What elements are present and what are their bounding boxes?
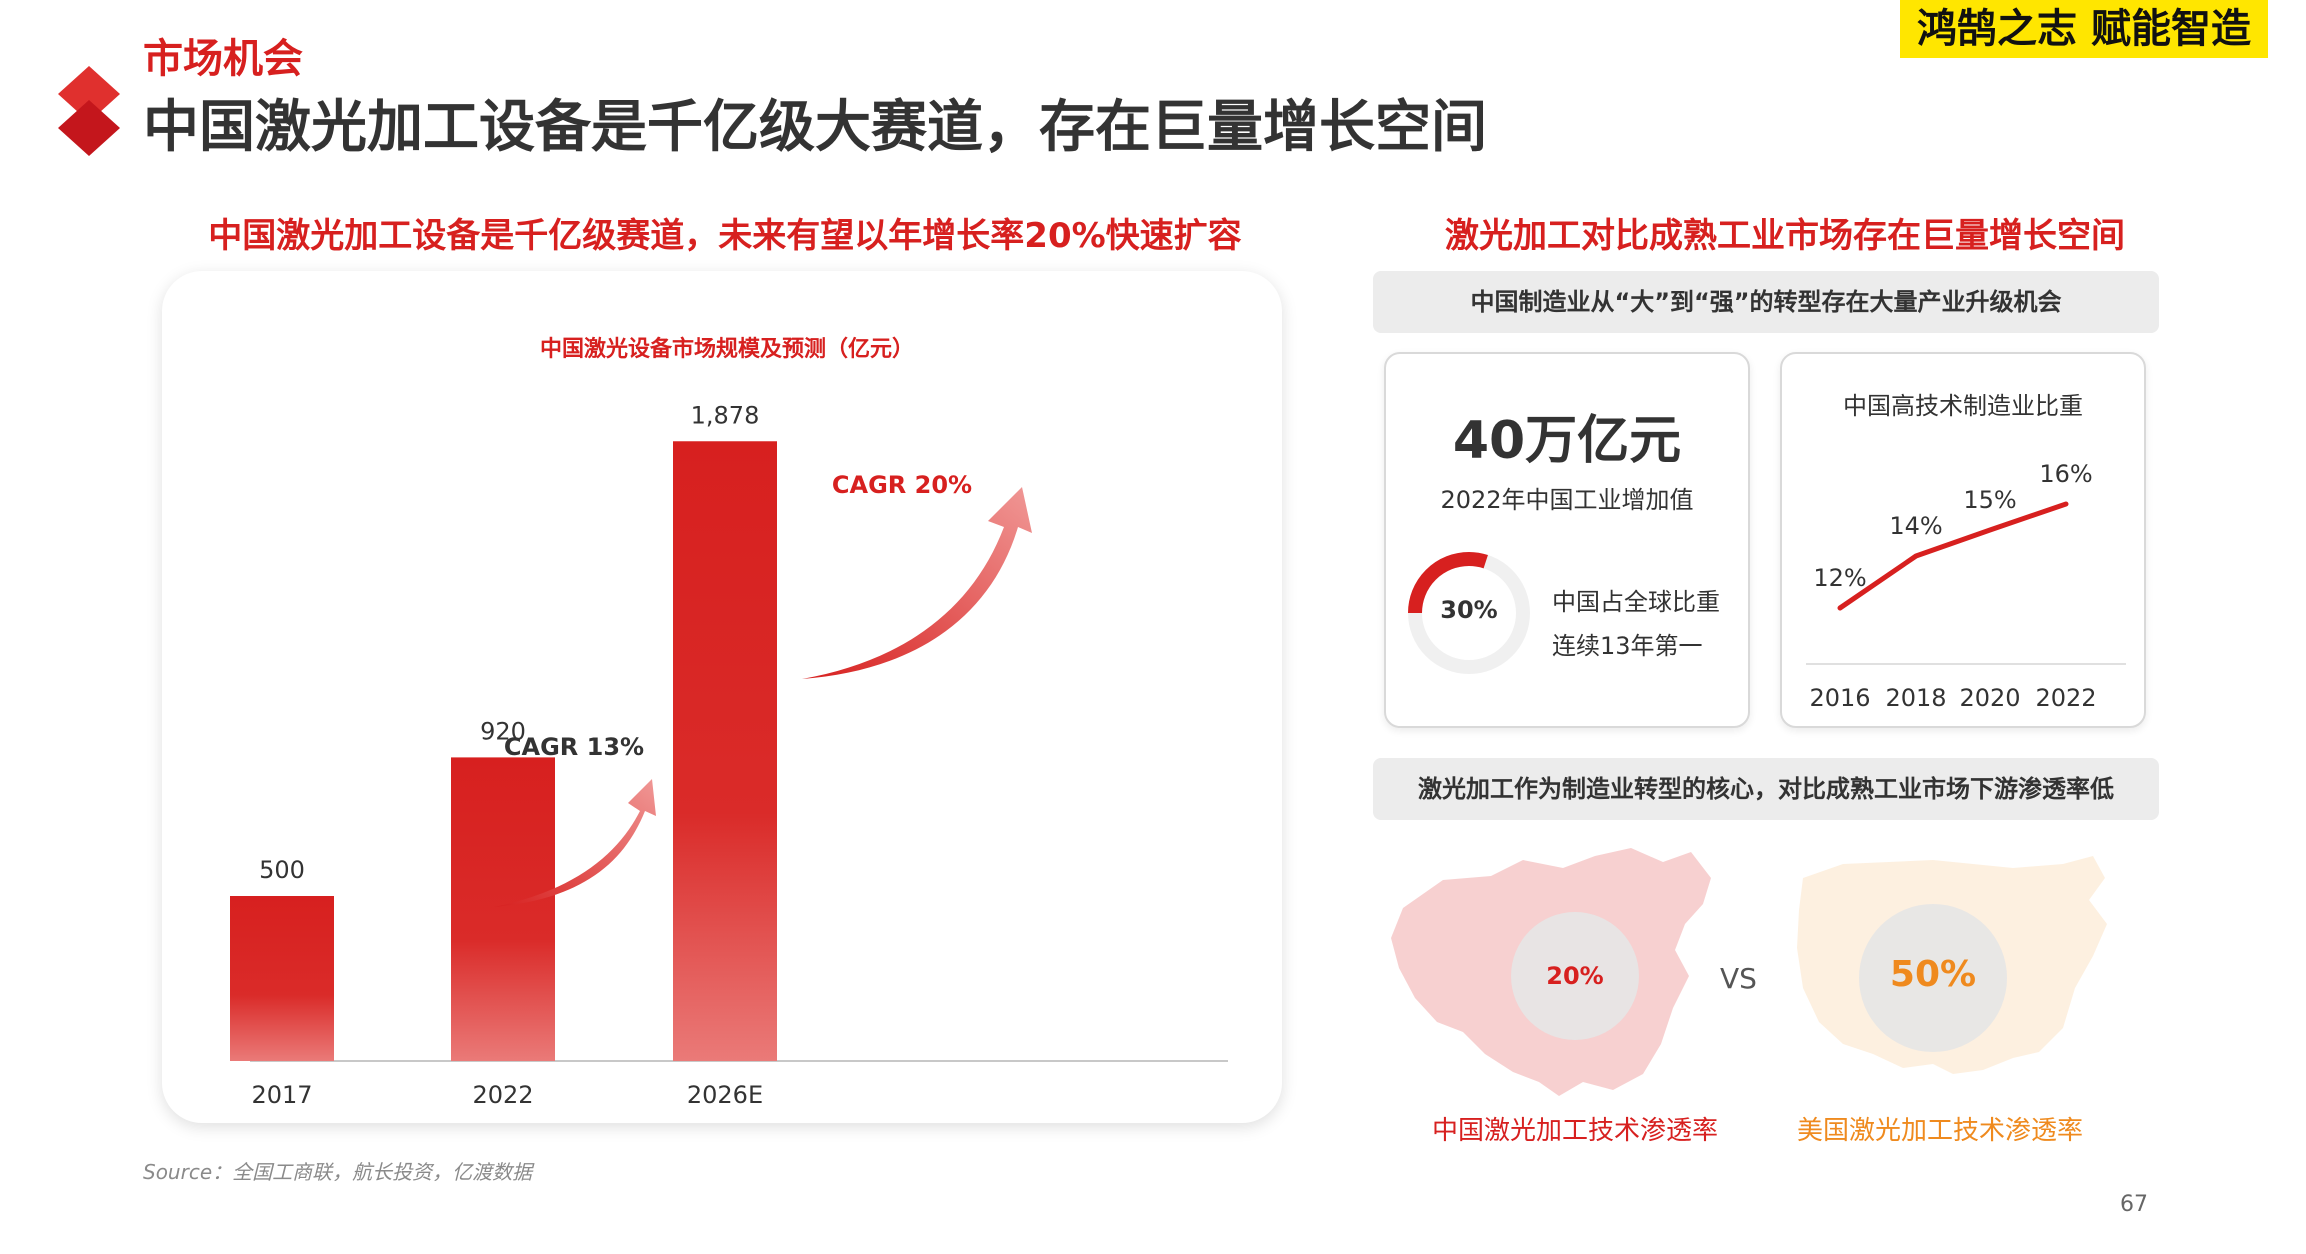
line-chart-title: 中国高技术制造业比重 [1843,392,2083,420]
bar-chart: 中国激光设备市场规模及预测（亿元） 500 2017 920 2022 1,878 202… [230,336,1228,1109]
bar-value-label: 500 [259,856,305,884]
x-tick-label: 2022 [472,1081,533,1109]
chart-title: 中国激光设备市场规模及预测（亿元） [540,336,914,362]
source-note: Source：全国工商联，航长投资，亿渡数据 [143,1160,533,1184]
bar-2026E [673,441,777,1061]
line-x-tick-label: 2018 [1885,684,1946,712]
industry-value-caption: 2022年中国工业增加值 [1440,486,1694,514]
left-section-heading: 中国激光加工设备是千亿级赛道，未来有望以年增长率20%快速扩容 [208,216,1242,256]
us-value-circle [1859,904,2007,1052]
us-penetration-value: 50% [1889,954,1977,995]
banner-upgrade-opportunity: 中国制造业从“大”到“强”的转型存在大量产业升级机会 [1373,271,2159,333]
hightech-share-line [1837,501,2069,611]
line-x-tick-label: 2020 [1959,684,2020,712]
line-point-label: 16% [2039,460,2092,488]
x-tick-label: 2026E [687,1081,763,1109]
right-section-heading: 激光加工对比成熟工业市场存在巨量增长空间 [1445,216,2125,256]
china-penetration-value: 20% [1546,962,1604,990]
industry-value-card [1384,352,1750,728]
banner-penetration: 激光加工作为制造业转型的核心，对比成熟工业市场下游渗透率低 [1373,758,2159,820]
line-point-label: 12% [1813,564,1866,592]
section-logo-icon [58,66,120,156]
page-title: 中国激光加工设备是千亿级大赛道，存在巨量增长空间 [143,95,1487,160]
cagr-13-annotation: CAGR 13% [504,733,644,761]
page-number: 67 [2120,1192,2148,1217]
vs-label: VS [1720,962,1757,995]
china-value-circle [1511,912,1639,1040]
section-label: 市场机会 [143,36,303,82]
china-penetration-caption: 中国激光加工技术渗透率 [1431,1116,1718,1146]
cagr-20-annotation: CAGR 20% [832,471,972,499]
bar-2022 [451,757,555,1061]
share-donut [1408,552,1530,674]
growth-arrow-2 [802,487,1032,679]
share-value: 30% [1440,596,1498,624]
brand-tag: 鸿鹄之志 赋能智造 [1900,0,2268,58]
x-tick-label: 2017 [251,1081,312,1109]
share-caption-1: 中国占全球比重 [1552,588,1720,616]
bar-2017 [230,896,334,1061]
us-penetration-caption: 美国激光加工技术渗透率 [1796,1116,2083,1146]
line-x-tick-label: 2022 [2035,684,2096,712]
bar-value-label: 1,878 [691,401,760,429]
growth-arrow-1 [494,779,656,907]
line-x-tick-label: 2016 [1809,684,1870,712]
line-point-label: 14% [1889,512,1942,540]
penetration-comparison-graphic [1391,848,2107,1096]
bar-value-label: 920 [480,717,526,745]
industry-value-number: 40万亿元 [1452,411,1682,471]
line-chart: 12% 2016 14% 2018 15% 2020 16% 2022 [1806,460,2126,712]
line-point-label: 15% [1963,486,2016,514]
share-caption-2: 连续13年第一 [1552,632,1703,660]
